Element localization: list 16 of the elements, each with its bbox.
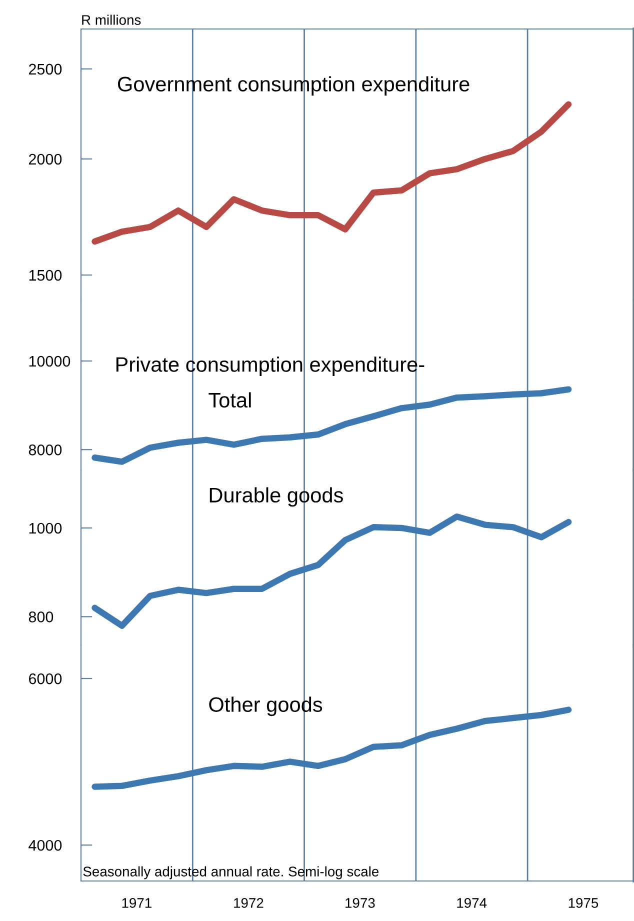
y-axis-title: R millions bbox=[82, 14, 141, 25]
y-tick-label: 800 bbox=[28, 612, 54, 622]
y-tick-label: 1000 bbox=[29, 522, 62, 534]
y-tick-label: 4000 bbox=[28, 840, 62, 851]
series-label: Total bbox=[208, 392, 251, 408]
y-tick-label: 2500 bbox=[28, 64, 62, 75]
y-tick-label: 6000 bbox=[29, 673, 62, 684]
y-tick-label: 8000 bbox=[28, 444, 62, 456]
x-tick-label: 1972 bbox=[234, 898, 264, 908]
x-tick-label: 1971 bbox=[122, 898, 152, 908]
x-tick-label: 1973 bbox=[346, 898, 375, 908]
y-tick-label: 1500 bbox=[29, 270, 62, 281]
y-tick-label: 2000 bbox=[28, 154, 62, 165]
x-tick-label: 1975 bbox=[568, 898, 598, 908]
x-tick-label: 1974 bbox=[457, 898, 487, 908]
y-tick-label: 10000 bbox=[29, 356, 70, 367]
